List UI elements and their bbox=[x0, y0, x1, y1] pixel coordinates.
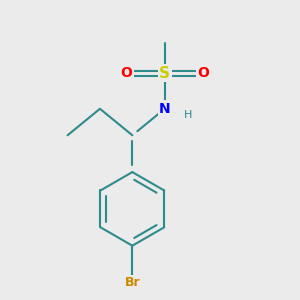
Text: H: H bbox=[184, 110, 193, 120]
Text: N: N bbox=[159, 102, 170, 116]
Text: O: O bbox=[121, 66, 132, 80]
Text: O: O bbox=[197, 66, 209, 80]
Text: Br: Br bbox=[124, 276, 140, 289]
Text: S: S bbox=[159, 66, 170, 81]
